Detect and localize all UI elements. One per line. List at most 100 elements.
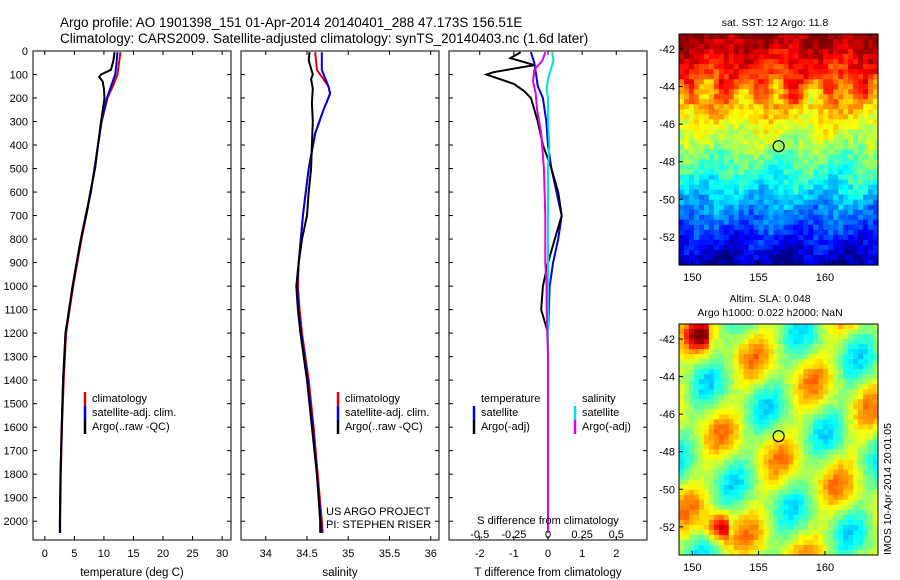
sla-cell [753, 534, 760, 541]
sst-cell [783, 84, 790, 90]
sla-cell [843, 524, 849, 531]
sla-cell [808, 534, 814, 541]
sst-cell [808, 204, 814, 211]
sst-cell [768, 224, 775, 231]
sla-cell [718, 419, 725, 426]
sst-cell [693, 249, 700, 256]
sst-cell [783, 44, 790, 50]
sst-cell [723, 244, 730, 251]
sla-cell [723, 344, 730, 350]
sst-cell [833, 234, 839, 241]
sla-cell [688, 379, 695, 385]
sla-cell [828, 349, 834, 355]
sla-cell [743, 434, 750, 441]
sst-cell [773, 89, 780, 95]
sla-cell [728, 519, 735, 526]
sla-cell [763, 504, 770, 511]
sst-cell [863, 174, 869, 181]
sla-cell [738, 504, 745, 511]
sla-cell [808, 354, 814, 360]
sst-cell [803, 34, 809, 40]
sla-cell [683, 394, 690, 400]
sla-cell [793, 524, 799, 531]
sla-cell [723, 379, 730, 385]
sst-cell [848, 84, 854, 90]
sla-cell [838, 464, 844, 471]
sla-cell [743, 454, 750, 461]
sla-cell [813, 359, 819, 365]
sla-cell [753, 474, 760, 481]
sla-cell [823, 449, 829, 456]
sla-cell [783, 364, 790, 370]
sst-cell [813, 254, 819, 261]
sla-cell [703, 464, 710, 471]
sst-cell [773, 84, 780, 90]
sst-cell [868, 114, 874, 120]
sst-cell [679, 79, 685, 85]
sla-cell [798, 474, 804, 481]
sst-cell [748, 44, 755, 50]
sst-cell [863, 94, 869, 100]
sst-cell [823, 49, 829, 55]
sst-cell [758, 239, 765, 246]
sla-cell [873, 474, 879, 481]
sst-cell [703, 149, 710, 156]
sla-cell [723, 384, 730, 390]
sla-cell [778, 449, 785, 456]
sla-cell [868, 344, 874, 350]
sla-cell [858, 334, 864, 340]
sla-cell [763, 454, 770, 461]
sst-cell [843, 104, 849, 110]
sla-cell [808, 459, 814, 466]
sst-cell [788, 219, 795, 226]
sst-cell [798, 184, 804, 191]
sla-cell [708, 539, 715, 546]
sst-cell [753, 194, 760, 201]
sla-cell [823, 434, 829, 441]
sst-cell [868, 34, 874, 40]
sst-cell [833, 149, 839, 156]
sst-cell [758, 39, 765, 45]
sla-cell [778, 454, 785, 461]
sla-cell [688, 424, 695, 431]
sla-cell [788, 364, 795, 370]
sla-cell [753, 394, 760, 400]
sst-cell [718, 59, 725, 65]
sst-cell [823, 149, 829, 156]
temperature-xtick-label: 5 [71, 548, 77, 560]
sla-cell [703, 459, 710, 466]
sla-cell [808, 439, 814, 446]
sst-cell [783, 114, 790, 120]
sla-cell [758, 439, 765, 446]
sst-cell [793, 204, 799, 211]
sla-cell [848, 389, 854, 395]
sla-cell [848, 379, 854, 385]
sst-cell [713, 164, 720, 171]
sst-cell [743, 214, 750, 221]
sst-cell [828, 64, 834, 70]
sla-cell [863, 439, 869, 446]
sst-cell [718, 89, 725, 95]
sla-cell [828, 429, 834, 436]
sst-cell [758, 124, 765, 131]
sst-cell [743, 124, 750, 131]
sla-cell [728, 484, 735, 491]
sst-cell [688, 209, 695, 216]
sst-cell [848, 209, 854, 216]
sla-cell [733, 429, 740, 436]
sst-cell [708, 79, 715, 85]
sst-cell [873, 44, 879, 50]
sla-cell [738, 389, 745, 395]
sst-cell [693, 194, 700, 201]
sla-cell [688, 394, 695, 400]
sla-cell [738, 449, 745, 456]
sla-cell [788, 389, 795, 395]
map-ytick-label: -48 [659, 447, 675, 459]
sst-cell [698, 234, 705, 241]
sst-cell [818, 229, 824, 236]
sla-cell [713, 529, 720, 536]
sst-cell [743, 94, 750, 100]
sla-cell [873, 479, 879, 486]
sst-cell [833, 174, 839, 181]
sla-cell [793, 369, 799, 375]
